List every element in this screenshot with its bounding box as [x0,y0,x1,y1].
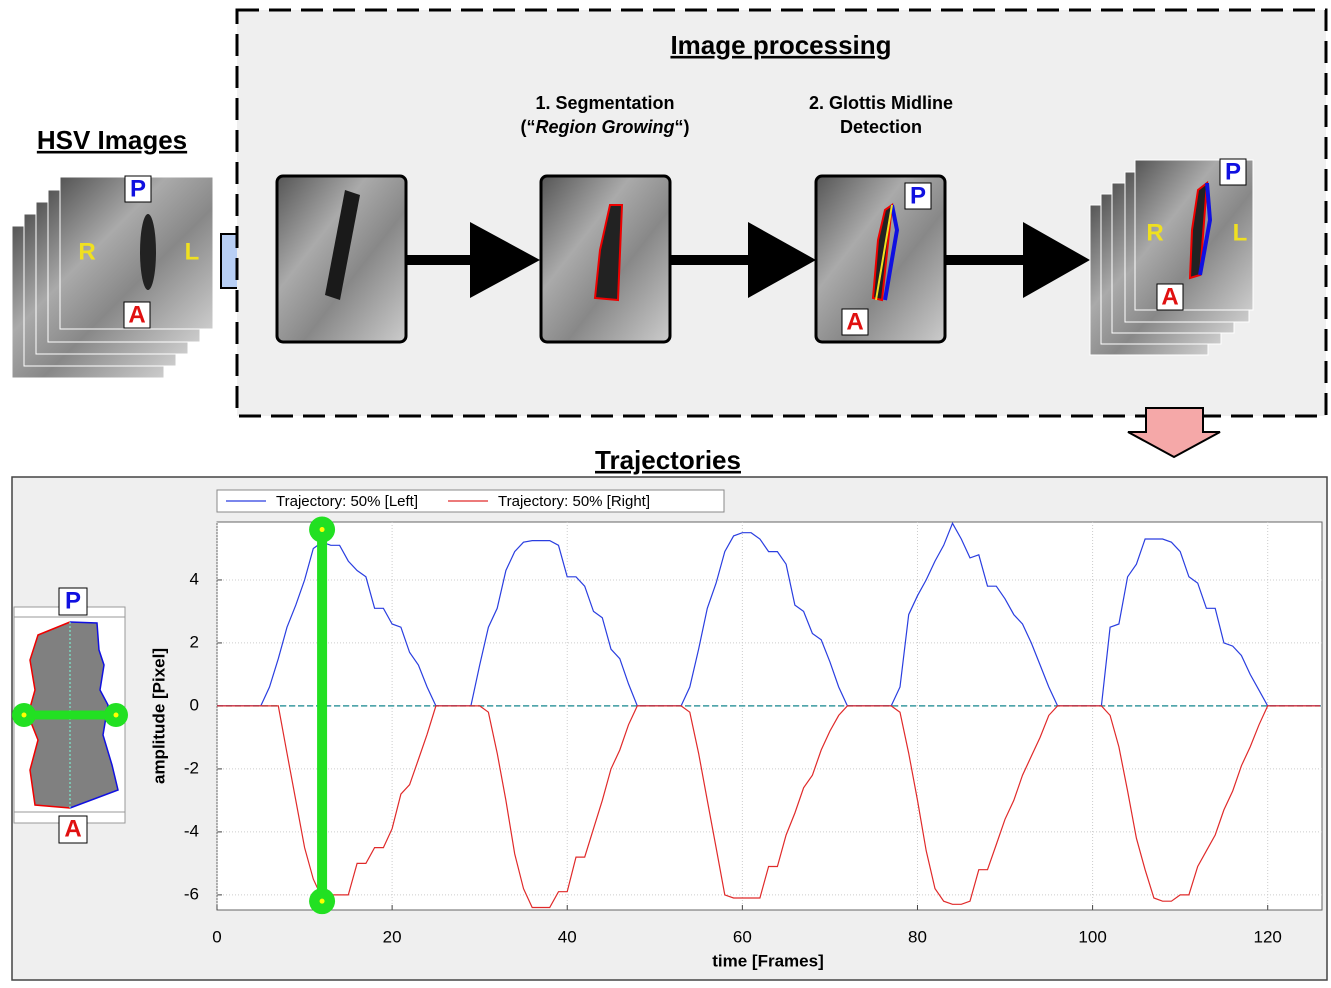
y-tick-label: 4 [190,569,199,588]
x-tick-label: 120 [1254,927,1282,946]
step-title: 1. Segmentation [535,93,674,113]
figure: HSV Images P R L A Image processing 1. S… [0,0,1331,983]
step-title: Detection [840,117,922,137]
label-a: A [1161,283,1178,310]
step-subtitle: (“Region Growing“) [521,117,690,137]
label-a: A [128,301,145,328]
y-tick-label: 2 [190,632,199,651]
legend-label: Trajectory: 50% [Right] [498,493,650,510]
label-p: P [910,182,926,209]
paren: “) [675,117,690,137]
x-axis-label: time [Frames] [712,951,823,970]
processing-title: Image processing [670,30,891,60]
method: Region Growing [536,117,675,137]
legend-label: Trajectory: 50% [Left] [276,493,418,510]
y-axis-label: amplitude [Pixel] [149,648,168,784]
y-tick-label: -4 [184,821,199,840]
label-p: P [130,175,146,202]
chart-title: Trajectories [595,445,741,475]
step-title: 2. Glottis Midline [809,93,953,113]
label-r: R [1146,219,1163,246]
inset [12,607,128,823]
paren: (“ [521,117,536,137]
x-tick-label: 0 [212,927,221,946]
x-tick-label: 60 [733,927,752,946]
y-tick-label: -2 [184,758,199,777]
label-a: A [846,308,863,335]
x-tick-label: 100 [1078,927,1106,946]
y-tick-label: 0 [190,695,199,714]
label-a: A [64,815,81,842]
label-l: L [1233,219,1248,246]
x-tick-label: 20 [383,927,402,946]
label-p: P [1225,158,1241,185]
label-l: L [185,238,200,265]
y-tick-label: -6 [184,884,199,903]
highlight-dot [320,899,325,904]
highlight-dot [320,527,325,532]
label-r: R [78,238,95,265]
hsv-title: HSV Images [37,125,187,155]
hsv-stack [12,177,213,378]
x-tick-label: 80 [908,927,927,946]
x-tick-label: 40 [558,927,577,946]
label-p: P [65,587,81,614]
